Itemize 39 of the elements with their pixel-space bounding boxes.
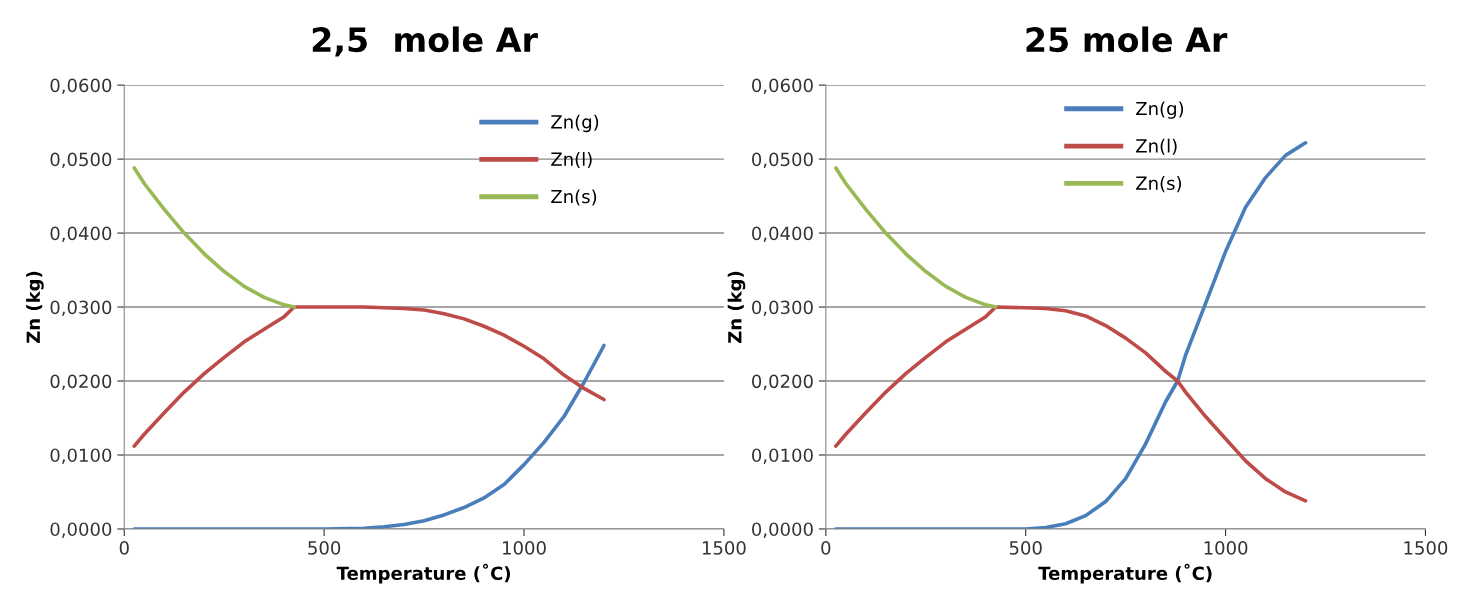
legend-label: Zn(s) [551,189,597,206]
x-tick-label: 0 [821,541,831,555]
y-axis-title: Zn (kg) [26,271,44,344]
y-tick-label: 0,0000 [752,522,813,538]
y-tick-label: 0,0300 [752,300,813,316]
x-tick-label: 1500 [702,541,746,555]
y-tick-label: 0,0300 [50,300,112,316]
y-tick-label: 0,0400 [50,226,112,243]
y-tick-label: 0,0100 [752,448,813,464]
line-series [132,305,606,448]
y-tick-label: 0,0100 [50,448,112,464]
legend-label: Zn(s) [1136,176,1182,193]
y-tick-label: 0,0400 [752,226,813,243]
y-axis-title: Zn (kg) [727,271,746,344]
x-tick-label: 500 [308,541,341,555]
y-tick-label: 0,0600 [752,78,813,95]
legend-label: Zn(l) [1136,138,1177,155]
x-tick-label: 1000 [503,541,546,555]
line-series [132,166,296,309]
y-tick-label: 0,0500 [752,152,813,169]
y-tick-label: 0,0500 [50,152,112,169]
chart-title: 2,5 mole Ar [312,26,538,57]
y-tick-label: 0,0000 [50,522,112,538]
line-series [834,305,1308,503]
legend-label: Zn(g) [551,114,599,133]
x-tick-label: 1000 [1204,541,1248,555]
y-tick-label: 0,0200 [50,374,112,390]
y-tick-label: 0,0600 [50,78,112,95]
x-tick-label: 0 [119,541,129,555]
legend-label: Zn(l) [551,152,592,169]
x-tick-label: 1500 [1404,541,1448,555]
legend-label: Zn(g) [1136,101,1184,119]
x-axis-title: Temperature (˚C) [1038,563,1212,584]
x-tick-label: 500 [1009,541,1042,555]
line-series [132,343,606,529]
y-tick-label: 0,0200 [752,374,813,390]
x-axis-title: Temperature (˚C) [336,563,510,584]
line-series [834,166,998,309]
chart-title: 25 mole Ar [1026,26,1228,53]
